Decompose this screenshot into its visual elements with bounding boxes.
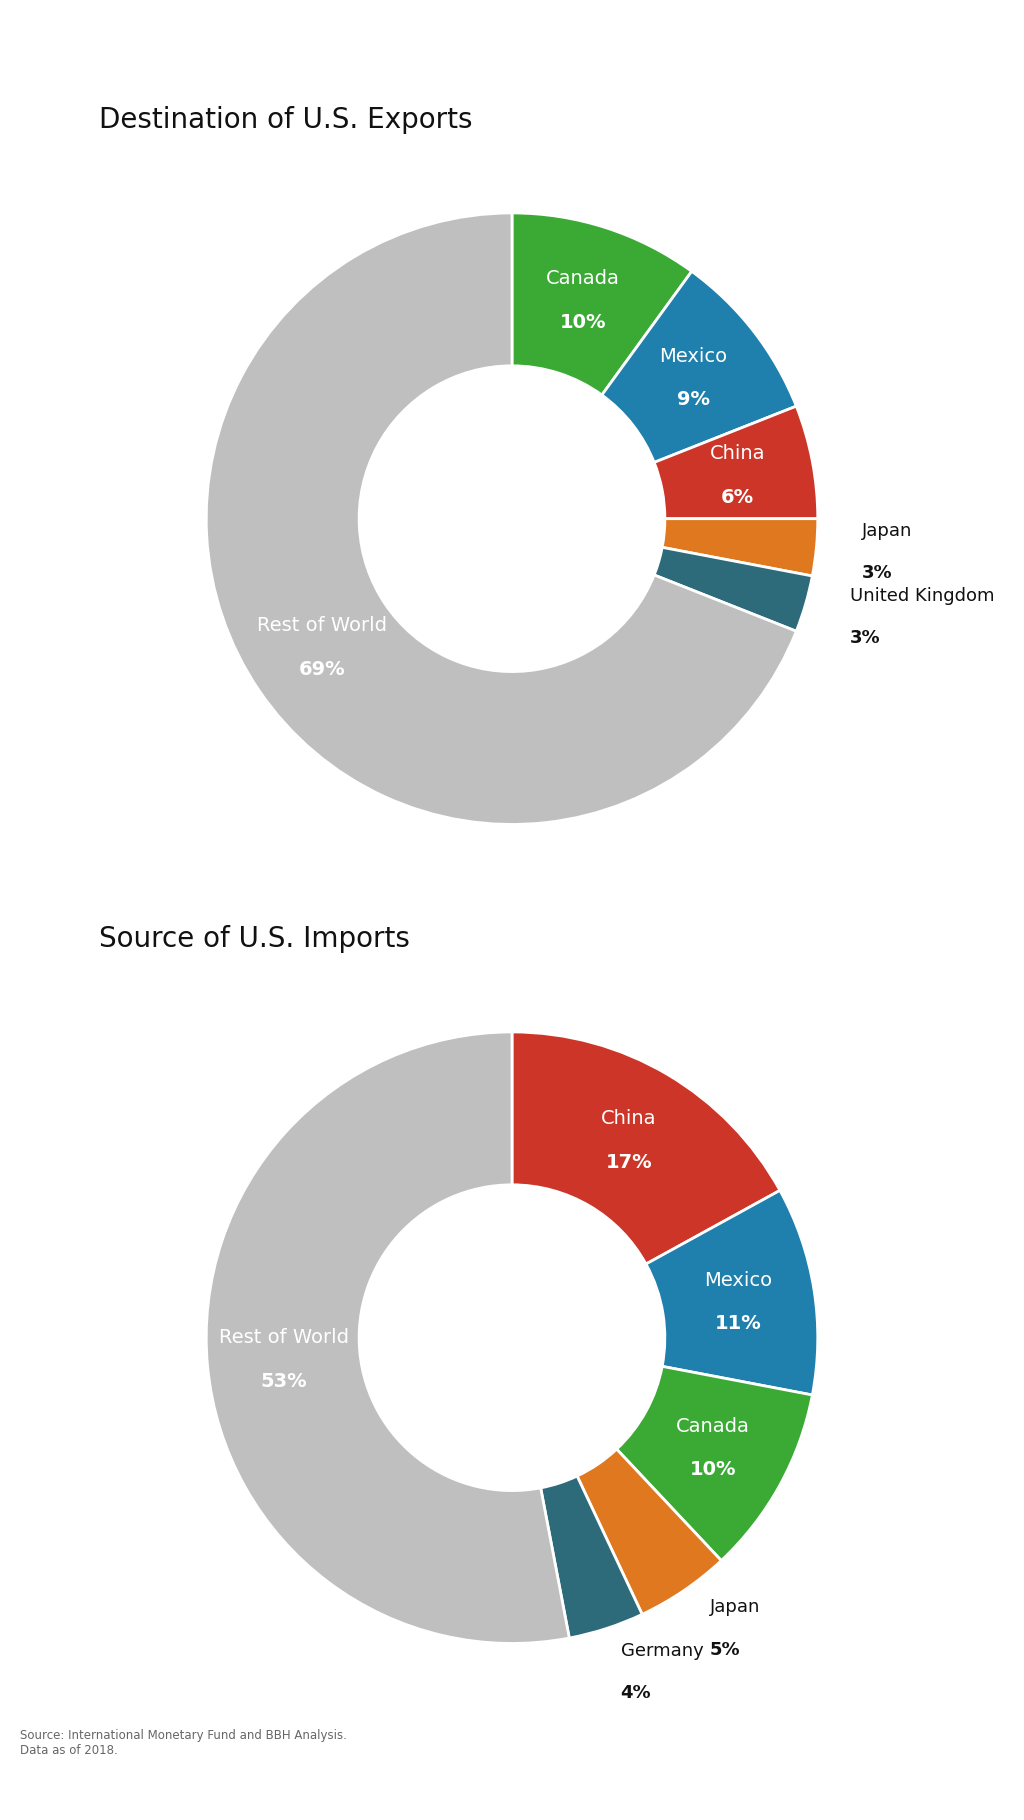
Wedge shape [512,1032,780,1265]
Text: Destination of U.S. Exports: Destination of U.S. Exports [99,106,473,135]
Text: 69%: 69% [299,661,346,679]
Wedge shape [654,548,812,632]
Wedge shape [206,213,797,824]
Wedge shape [616,1367,812,1560]
Wedge shape [654,406,818,519]
Wedge shape [512,213,692,395]
Text: Japan: Japan [862,522,912,539]
Text: Mexico: Mexico [659,348,727,366]
Text: 6%: 6% [721,488,754,508]
Text: Germany: Germany [621,1642,703,1660]
Text: 3%: 3% [862,564,893,582]
Text: The Geography of U.S. Trade: The Geography of U.S. Trade [18,29,647,66]
Text: 10%: 10% [559,313,606,331]
Text: 9%: 9% [677,389,710,410]
Wedge shape [206,1032,569,1643]
Text: 5%: 5% [710,1642,740,1658]
Text: China: China [601,1108,656,1128]
Wedge shape [602,271,797,462]
Text: United Kingdom: United Kingdom [850,586,994,604]
Wedge shape [541,1476,642,1638]
Text: Source of U.S. Imports: Source of U.S. Imports [99,925,410,954]
Text: Canada: Canada [546,269,620,288]
Text: Rest of World: Rest of World [219,1329,349,1347]
Text: China: China [710,444,765,464]
Text: Rest of World: Rest of World [257,617,387,635]
Wedge shape [578,1449,721,1614]
Text: Mexico: Mexico [705,1270,772,1290]
Text: 17%: 17% [605,1152,652,1172]
Text: Japan: Japan [710,1598,760,1616]
Text: Canada: Canada [676,1418,750,1436]
Text: 10%: 10% [690,1460,736,1480]
Text: 11%: 11% [715,1314,762,1332]
Text: 53%: 53% [260,1372,307,1390]
Text: 4%: 4% [621,1684,651,1702]
Wedge shape [663,519,818,575]
Wedge shape [646,1190,818,1394]
Text: 3%: 3% [850,630,881,648]
Text: Source: International Monetary Fund and BBH Analysis.
Data as of 2018.: Source: International Monetary Fund and … [20,1729,347,1756]
